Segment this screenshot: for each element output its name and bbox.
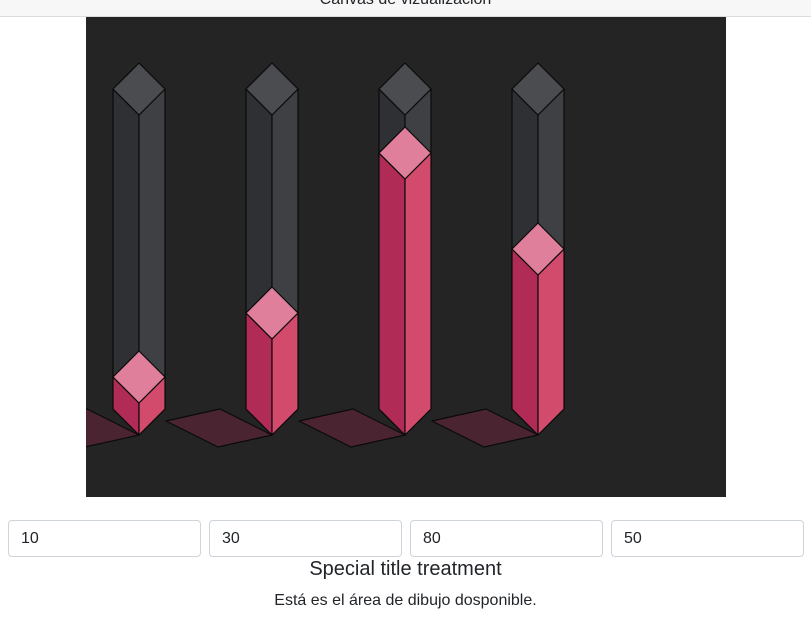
bar-left-face-4 xyxy=(511,248,539,436)
bar-right-face-4 xyxy=(537,248,565,436)
bar-top-face-1 xyxy=(112,350,166,404)
bar-shadow-2 xyxy=(165,408,273,448)
card-header: Canvas de vizualización xyxy=(0,0,811,17)
bar-top-face-2 xyxy=(245,286,299,340)
bar-shadow-1 xyxy=(86,408,140,448)
card-text: Está es el área de dibujo dosponible. xyxy=(274,592,537,609)
bar-top-face-4 xyxy=(511,222,565,276)
value-inputs xyxy=(8,520,804,557)
bar-top-face-3 xyxy=(378,126,432,180)
value-input-4[interactable] xyxy=(611,520,804,557)
bar-right-face-3 xyxy=(404,152,432,436)
value-input-1[interactable] xyxy=(8,520,201,557)
card-header-title: Canvas de vizualización xyxy=(0,0,811,9)
card-title: Special title treatment xyxy=(309,558,502,580)
bar-left-face-3 xyxy=(378,152,406,436)
bar-shadow-4 xyxy=(431,408,539,448)
bar-shadow-3 xyxy=(298,408,406,448)
bar-track-top-1 xyxy=(112,62,166,116)
bar-track-top-4 xyxy=(511,62,565,116)
bar-track-top-2 xyxy=(245,62,299,116)
visualization-canvas xyxy=(86,17,726,497)
value-input-3[interactable] xyxy=(410,520,603,557)
bar-chart xyxy=(86,62,565,448)
bar-track-top-3 xyxy=(378,62,432,116)
value-input-2[interactable] xyxy=(209,520,402,557)
